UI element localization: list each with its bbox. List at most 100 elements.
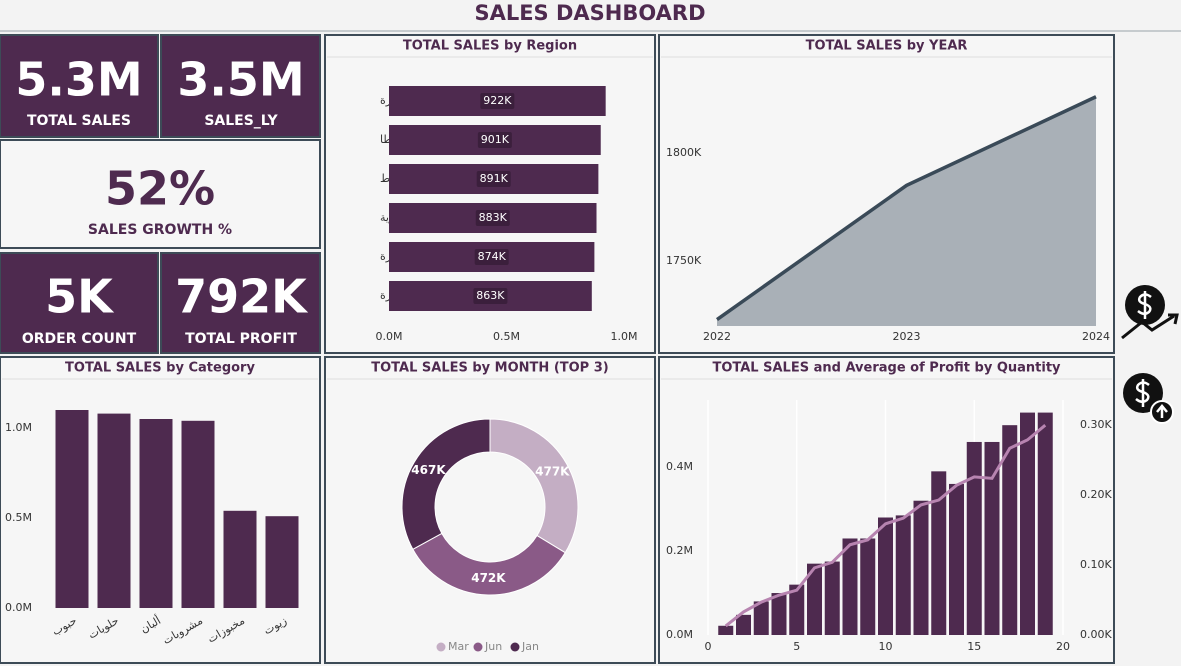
bar <box>139 419 173 608</box>
label-bg <box>480 93 515 109</box>
kpi-value: 5.3M <box>15 53 142 107</box>
bar <box>753 601 769 635</box>
bar <box>949 483 964 635</box>
data-label: 472K <box>471 571 506 585</box>
kpi-card <box>0 139 321 249</box>
y2-tick-label: 0.20K <box>1080 488 1112 501</box>
legend-label: Jun <box>484 640 502 653</box>
kpi-value: 792K <box>175 270 309 324</box>
label-bg <box>475 210 510 226</box>
legend-label: Jan <box>521 640 539 653</box>
data-label: 922K <box>483 94 512 107</box>
legend-swatch <box>436 642 446 652</box>
bar <box>265 516 299 608</box>
y-tick-label: 0.2M <box>666 544 693 557</box>
bar <box>966 441 982 635</box>
bar <box>807 563 822 635</box>
x-tick-label: 0.5M <box>493 330 520 343</box>
y2-tick-label: 0.00K <box>1080 628 1112 641</box>
icon-arrow <box>1121 313 1179 340</box>
bar <box>789 584 805 635</box>
bar <box>878 517 893 635</box>
profit-icon[interactable] <box>1123 373 1174 424</box>
panel <box>324 356 656 664</box>
dashboard-title: SALES DASHBOARD <box>474 1 705 25</box>
label-bg <box>474 249 509 265</box>
x-tick-label: 0 <box>705 640 712 653</box>
panel-title: TOTAL SALES by YEAR <box>806 39 968 54</box>
y-tick-label: 0.4M <box>666 460 693 473</box>
icon-glyph <box>1135 379 1150 407</box>
bar <box>860 538 876 635</box>
kpi-label: TOTAL PROFIT <box>185 331 297 347</box>
kpi-card <box>160 252 321 354</box>
x-tick-label: 0.0M <box>376 330 403 343</box>
legend-label: Mar <box>448 640 469 653</box>
bar <box>223 510 257 608</box>
panel-title: TOTAL SALES by Region <box>403 39 577 54</box>
kpi-value: 52% <box>105 162 215 216</box>
bar <box>97 413 131 608</box>
icon-glyph <box>1137 291 1152 319</box>
y-tick-label: 1750K <box>666 254 702 267</box>
y2-tick-label: 0.10K <box>1080 558 1112 571</box>
label-bg <box>473 288 508 304</box>
y-tick-label: 0.5M <box>5 511 32 524</box>
x-tick-label: 1.0M <box>611 330 638 343</box>
x-tick-label: 2024 <box>1082 330 1110 343</box>
y-tick-label: 1.0M <box>5 421 32 434</box>
data-label: 477K <box>535 464 570 478</box>
line <box>724 424 1047 628</box>
y-tick-label: 1800K <box>666 146 702 159</box>
bar <box>1002 425 1018 635</box>
bar <box>1037 412 1053 635</box>
slice <box>489 418 579 554</box>
bar <box>984 441 1000 635</box>
kpi-label: SALES GROWTH % <box>88 222 232 238</box>
bar <box>181 420 215 608</box>
bar <box>842 538 858 635</box>
y-tick-label: 0.0M <box>5 601 32 614</box>
x-tick-label: 2022 <box>703 330 731 343</box>
kpi-label: TOTAL SALES <box>27 113 131 129</box>
bar <box>771 593 787 635</box>
kpi-label: SALES_LY <box>204 113 278 129</box>
label-bg <box>476 171 511 187</box>
x-tick-label: 2023 <box>893 330 921 343</box>
data-label: 891K <box>480 172 509 185</box>
kpi-label: ORDER COUNT <box>22 331 137 347</box>
area <box>717 96 1096 327</box>
kpi-value: 3.5M <box>177 53 304 107</box>
bar <box>895 515 911 635</box>
x-tick-label: 10 <box>879 640 893 653</box>
panel-title: TOTAL SALES by MONTH (TOP 3) <box>371 361 608 376</box>
bar <box>913 500 929 635</box>
bar <box>55 410 89 608</box>
kpi-value: 5K <box>45 270 115 324</box>
data-label: 863K <box>476 289 505 302</box>
y-tick-label: 0.0M <box>666 628 693 641</box>
bar <box>718 625 734 635</box>
label-bg <box>477 132 512 148</box>
slice <box>401 418 491 550</box>
slice <box>412 532 566 596</box>
x-tick-label: 15 <box>967 640 981 653</box>
bar <box>824 561 840 635</box>
panel-title: TOTAL SALES and Average of Profit by Qua… <box>712 361 1061 376</box>
panel-title: TOTAL SALES by Category <box>65 361 255 376</box>
bar <box>736 614 751 635</box>
kpi-card <box>0 34 159 138</box>
data-label: 883K <box>479 211 508 224</box>
bar <box>931 471 947 635</box>
icon-arrow <box>1156 404 1168 418</box>
y2-tick-label: 0.30K <box>1080 418 1112 431</box>
kpi-card <box>160 34 321 138</box>
legend-swatch <box>510 642 520 652</box>
legend-swatch <box>473 642 483 652</box>
x-tick-label: 5 <box>793 640 800 653</box>
bar <box>1020 412 1035 635</box>
growth-icon[interactable] <box>1121 285 1179 340</box>
line <box>715 95 1097 321</box>
data-label: 467K <box>411 463 446 477</box>
